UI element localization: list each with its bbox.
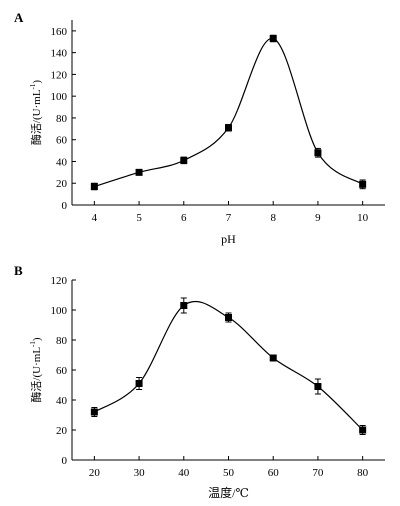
y-tick-label: 40	[56, 156, 68, 168]
y-axis-label: 酶活/(U·mL-1)	[29, 337, 43, 402]
data-point	[135, 380, 143, 387]
y-tick-label: 20	[56, 178, 68, 190]
data-point	[269, 354, 277, 362]
y-tick-label: 100	[51, 91, 68, 103]
chart-panel-b: B 0 20 40 60 80 100 120 20 30 40 50 60 70 80 温度/℃ 酶活/(U·…	[14, 263, 385, 500]
x-tick-label: 10	[357, 212, 369, 224]
x-axis-label: pH	[221, 232, 236, 246]
x-tick-label: 40	[178, 467, 190, 479]
data-point	[225, 124, 232, 132]
y-tick-label: 120	[51, 275, 68, 287]
chart-panel-a: A 0 20 40 60 80 100 120 140 160 4 5 6 7 8 9 10 pH 酶活/(U·mL…	[14, 10, 385, 246]
y-tick-label: 80	[56, 113, 68, 125]
y-tick-label: 160	[51, 26, 68, 38]
x-tick-label: 6	[181, 212, 187, 224]
data-point	[314, 149, 322, 157]
x-tick-label: 20	[89, 467, 101, 479]
y-tick-label: 100	[51, 305, 68, 317]
panel-letter: A	[14, 10, 24, 25]
x-tick-label: 30	[134, 467, 146, 479]
series-line	[94, 37, 363, 188]
x-tick-label: 50	[223, 467, 235, 479]
data-point	[90, 183, 98, 190]
x-axis-label: 温度/℃	[208, 485, 249, 500]
y-tick-label: 60	[56, 365, 68, 377]
y-axis-label: 酶活/(U·mL-1)	[29, 80, 43, 145]
data-point	[180, 156, 188, 164]
data-point	[359, 180, 367, 188]
data-point	[314, 383, 322, 390]
data-point	[135, 168, 143, 176]
y-tick-label: 20	[56, 425, 68, 437]
y-tick-label: 60	[56, 135, 68, 147]
x-tick-label: 70	[312, 467, 324, 479]
x-tick-label: 5	[136, 212, 142, 224]
x-tick-label: 8	[270, 212, 276, 224]
y-tick-label: 80	[56, 335, 68, 347]
x-tick-label: 7	[226, 212, 232, 224]
y-tick-label: 0	[62, 200, 68, 212]
data-point	[359, 426, 367, 434]
y-tick-label: 0	[62, 455, 68, 467]
y-tick-label: 140	[51, 48, 68, 60]
data-point	[90, 408, 98, 416]
x-tick-label: 80	[357, 467, 369, 479]
data-point	[225, 314, 232, 321]
y-tick-label: 120	[51, 69, 68, 81]
x-tick-label: 60	[268, 467, 280, 479]
x-tick-label: 9	[315, 212, 321, 224]
y-tick-label: 40	[56, 395, 68, 407]
x-tick-label: 4	[92, 212, 98, 224]
panel-letter: B	[14, 263, 23, 278]
data-point	[180, 302, 188, 309]
data-point	[269, 35, 277, 42]
